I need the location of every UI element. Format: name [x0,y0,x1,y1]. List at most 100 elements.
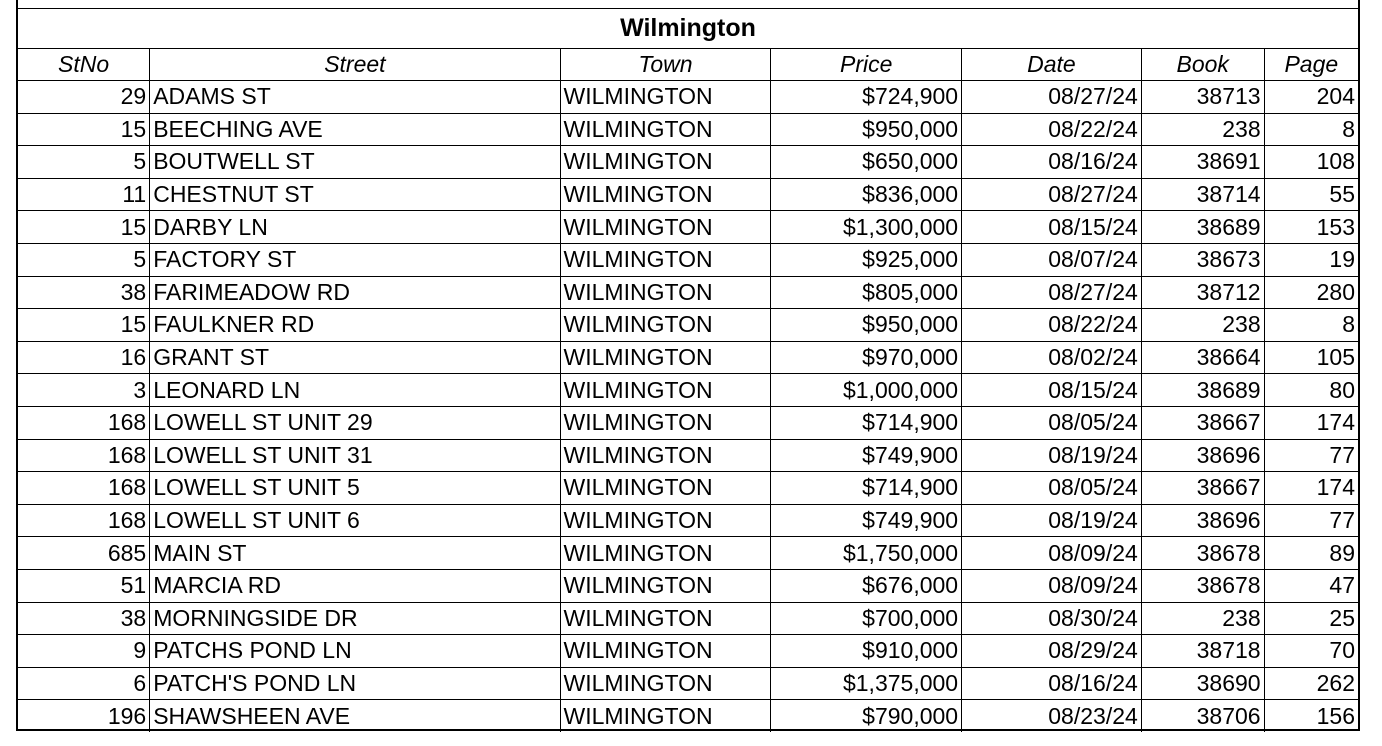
cell-stno[interactable]: 3 [18,373,151,407]
cell-street[interactable]: CHESTNUT ST [149,178,561,212]
cell-book[interactable]: 38696 [1141,504,1265,538]
cell-stno[interactable]: 38 [18,602,151,636]
cell-page[interactable]: 156 [1316,702,1355,729]
cell-price[interactable]: $676,000 [770,569,963,603]
cell-page[interactable]: 280 [1264,276,1358,310]
cell-book[interactable]: 38713 [1141,80,1265,114]
cell-price[interactable]: $714,900 [770,406,963,440]
cell-stno[interactable]: 168 [18,471,151,505]
cell-stno[interactable]: 51 [18,569,151,603]
cell-page[interactable]: 262 [1264,667,1358,701]
cell-street[interactable]: LEONARD LN [149,373,561,407]
cell-page[interactable]: 8 [1264,113,1358,147]
cell-page[interactable]: 8 [1264,308,1358,342]
cell-page[interactable]: 77 [1264,439,1358,473]
cell-town[interactable]: WILMINGTON [560,471,772,505]
cell-price[interactable]: $950,000 [770,308,963,342]
cell-price[interactable]: $1,750,000 [770,536,963,570]
cell-price[interactable]: $805,000 [770,276,963,310]
cell-page[interactable]: 70 [1264,634,1358,668]
cell-street[interactable]: BOUTWELL ST [149,145,561,179]
cell-date[interactable]: 08/16/24 [961,667,1142,701]
cell-price[interactable]: $700,000 [770,602,963,636]
cell-page[interactable]: 105 [1264,341,1358,375]
cell-town[interactable]: WILMINGTON [560,243,772,277]
cell-town[interactable]: WILMINGTON [560,80,772,114]
cell-book[interactable]: 38689 [1141,210,1265,244]
cell-price[interactable]: $1,300,000 [770,210,963,244]
cell-page[interactable]: 174 [1264,406,1358,440]
cell-price[interactable]: $836,000 [770,178,963,212]
cell-book[interactable]: 38696 [1141,439,1265,473]
cell-town[interactable]: WILMINGTON [560,373,772,407]
column-header-town[interactable]: Town [560,49,772,81]
cell-town[interactable]: WILMINGTON [560,634,772,668]
cell-page[interactable]: 25 [1264,602,1358,636]
cell-date[interactable]: 08/23/24 [961,699,1142,732]
cell-stno[interactable]: 168 [18,406,151,440]
cell-price[interactable]: $925,000 [770,243,963,277]
cell-page[interactable]: 89 [1264,536,1358,570]
cell-stno[interactable]: 168 [18,439,151,473]
cell-town[interactable]: WILMINGTON [560,504,772,538]
cell-stno[interactable]: 15 [18,210,151,244]
cell-date[interactable]: 08/22/24 [961,308,1142,342]
cell-street[interactable]: GRANT ST [149,341,561,375]
cell-street[interactable]: DARBY LN [149,210,561,244]
cell-date[interactable]: 08/02/24 [961,341,1142,375]
cell-page[interactable]: 108 [1264,145,1358,179]
cell-price[interactable]: $749,900 [770,504,963,538]
cell-stno[interactable]: 15 [18,308,151,342]
cell-price[interactable]: $1,000,000 [770,373,963,407]
cell-stno[interactable]: 9 [18,634,151,668]
cell-stno[interactable]: 11 [18,178,151,212]
cell-street[interactable]: ADAMS ST [149,80,561,114]
cell-town[interactable]: WILMINGTON [560,145,772,179]
cell-street[interactable]: FACTORY ST [149,243,561,277]
cell-date[interactable]: 08/09/24 [961,569,1142,603]
cell-town[interactable]: WILMINGTON [560,341,772,375]
cell-date[interactable]: 08/27/24 [961,178,1142,212]
cell-street[interactable]: LOWELL ST UNIT 6 [149,504,561,538]
cell-book[interactable]: 238 [1141,602,1265,636]
cell-book[interactable]: 38667 [1141,406,1265,440]
cell-street[interactable]: PATCHS POND LN [149,634,561,668]
cell-date[interactable]: 08/27/24 [961,276,1142,310]
cell-page[interactable]: 174 [1264,471,1358,505]
column-header-page[interactable]: Page [1264,49,1358,81]
cell-date[interactable]: 08/09/24 [961,536,1142,570]
cell-street[interactable]: FAULKNER RD [149,308,561,342]
cell-town[interactable]: WILMINGTON [560,536,772,570]
cell-price[interactable]: $1,375,000 [770,667,963,701]
cell-page[interactable]: 55 [1264,178,1358,212]
cell-book[interactable]: 38678 [1141,536,1265,570]
cell-book[interactable]: 38690 [1141,667,1265,701]
cell-price[interactable]: $650,000 [770,145,963,179]
cell-stno[interactable]: 5 [18,145,151,179]
cell-street[interactable]: LOWELL ST UNIT 29 [149,406,561,440]
cell-street[interactable]: MARCIA RD [149,569,561,603]
column-header-price[interactable]: Price [770,49,963,81]
cell-price[interactable]: $970,000 [770,341,963,375]
cell-book[interactable]: 38689 [1141,373,1265,407]
cell-street[interactable]: SHAWSHEEN AVE [149,699,561,732]
cell-date[interactable]: 08/29/24 [961,634,1142,668]
cell-date[interactable]: 08/15/24 [961,373,1142,407]
cell-date[interactable]: 08/30/24 [961,602,1142,636]
column-header-stno[interactable]: StNo [18,49,151,81]
cell-date[interactable]: 08/19/24 [961,439,1142,473]
cell-town[interactable]: WILMINGTON [560,406,772,440]
column-header-date[interactable]: Date [961,49,1142,81]
cell-town[interactable]: WILMINGTON [560,276,772,310]
cell-book[interactable]: 38664 [1141,341,1265,375]
cell-stno[interactable]: 15 [18,113,151,147]
cell-price[interactable]: $950,000 [770,113,963,147]
cell-stno[interactable]: 16 [18,341,151,375]
cell-street[interactable]: LOWELL ST UNIT 5 [149,471,561,505]
column-header-book[interactable]: Book [1141,49,1265,81]
cell-date[interactable]: 08/19/24 [961,504,1142,538]
cell-stno[interactable]: 6 [18,667,151,701]
cell-page[interactable]: 47 [1264,569,1358,603]
cell-date[interactable]: 08/07/24 [961,243,1142,277]
cell-date[interactable]: 08/15/24 [961,210,1142,244]
